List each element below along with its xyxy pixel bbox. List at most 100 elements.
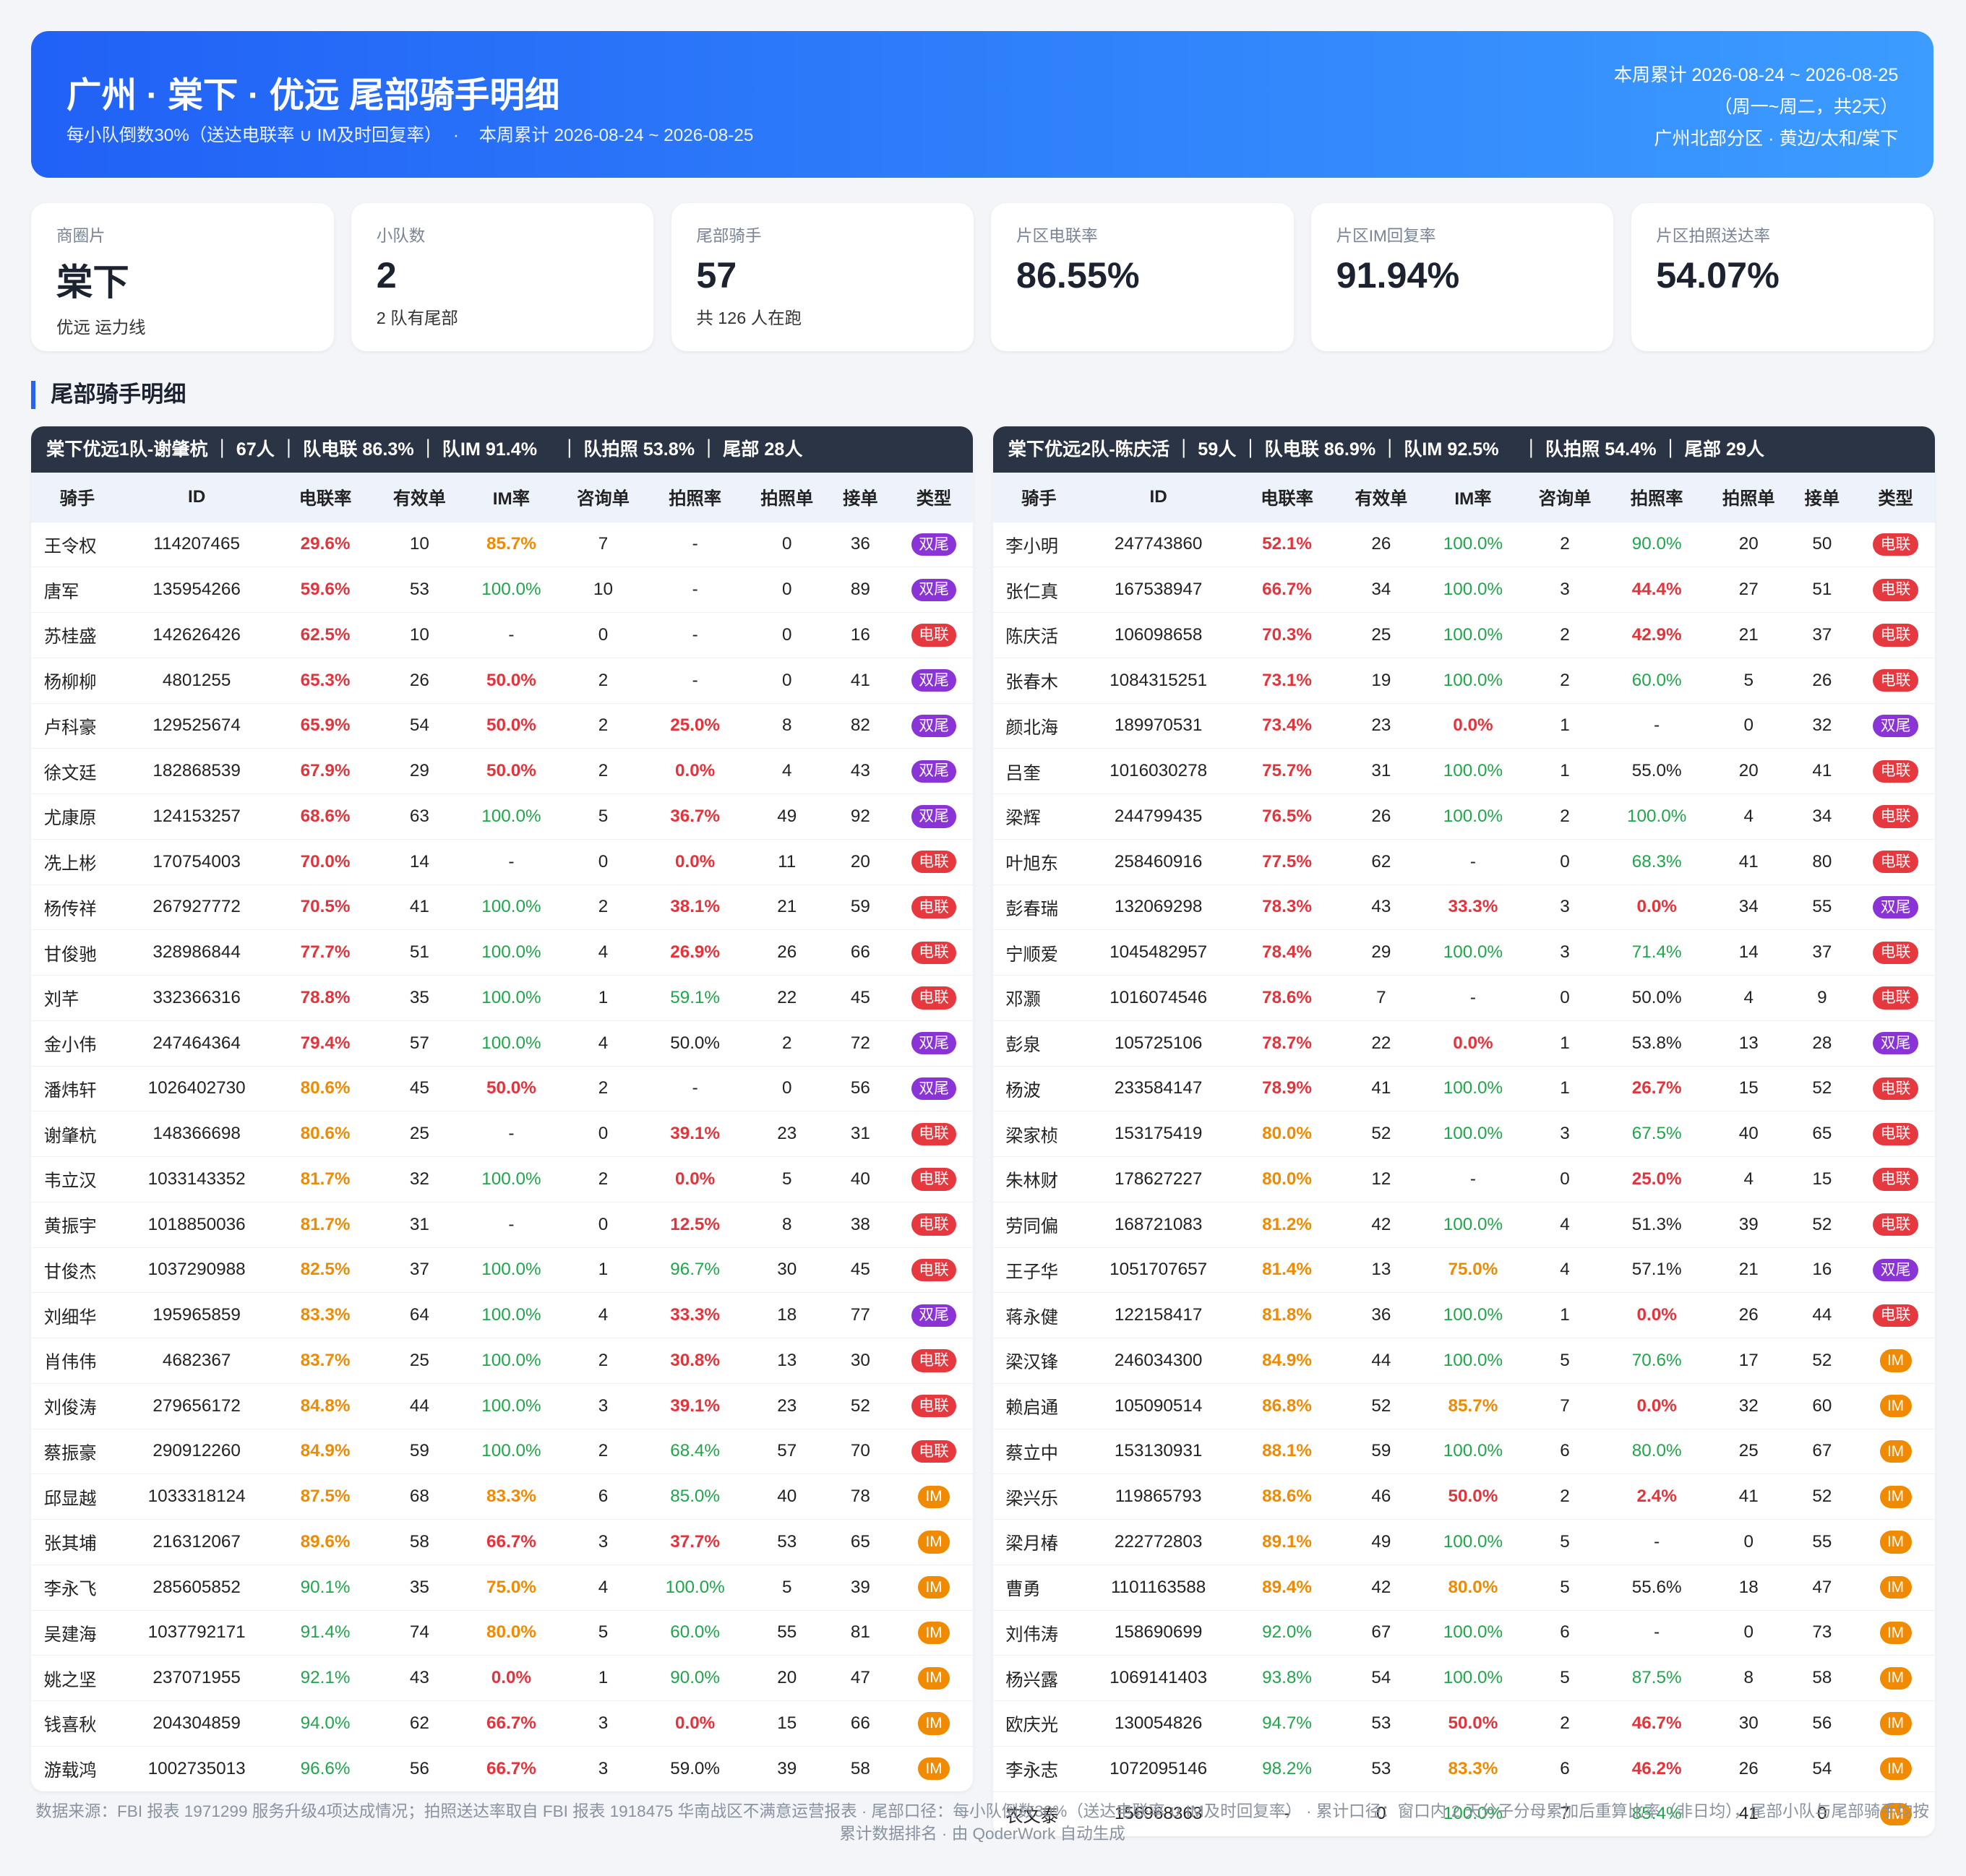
cell: 赖启通 <box>992 1382 1085 1429</box>
type-cell: 电联 <box>895 975 974 1021</box>
cell: 吕奎 <box>992 748 1085 794</box>
cell: - <box>458 1111 565 1157</box>
cell: 90.0% <box>1604 521 1710 567</box>
cell: 38.1% <box>642 884 748 930</box>
type-badge: 双尾 <box>911 714 957 738</box>
cell: 5 <box>564 793 643 840</box>
cell: 63 <box>380 793 459 840</box>
cell: 106098658 <box>1084 612 1232 658</box>
cell: 64 <box>380 1292 459 1338</box>
cell: 43 <box>1342 884 1420 930</box>
kpi-label: 小队数 <box>376 226 426 245</box>
cell: 0 <box>1709 1519 1788 1565</box>
cell: 50.0% <box>458 1065 565 1111</box>
cell: 35 <box>380 975 459 1021</box>
cell: 1002735013 <box>123 1745 270 1791</box>
cell: 52 <box>1342 1382 1420 1429</box>
cell: 57.1% <box>1604 1247 1710 1293</box>
cell: 王令权 <box>31 521 124 567</box>
cell: 54 <box>1342 1655 1420 1701</box>
cell: 5 <box>1526 1655 1605 1701</box>
cell: 100.0% <box>458 1247 565 1293</box>
cell: 32 <box>380 1156 459 1202</box>
type-badge: IM <box>918 1757 950 1781</box>
header-row: 骑手 ID 电联率 有效单 IM率 咨询单 拍照率 拍照单 接单 类型 <box>992 472 1935 522</box>
cell: 129525674 <box>123 702 270 749</box>
subtitle-text: 每小队倒数30%（送达电联率 ∪ IM及时回复率） <box>66 125 434 145</box>
cell: 26 <box>380 657 459 704</box>
rider-row: 蔡振豪 290912260 84.9% 59 100.0% 2 68.4% 57 70 电联 <box>31 1428 974 1474</box>
cell: 李永志 <box>992 1745 1085 1792</box>
type-badge: IM <box>918 1576 950 1599</box>
cell: 2 <box>564 884 643 930</box>
cell: 韦立汉 <box>31 1156 124 1202</box>
type-badge: 电联 <box>911 1258 957 1282</box>
days: （周一~周二，共2天） <box>1714 96 1899 117</box>
cell: 222772803 <box>1084 1519 1232 1565</box>
cell: 13 <box>1709 1020 1788 1067</box>
cell: 100.0% <box>1604 793 1710 840</box>
cell: 20 <box>825 838 896 885</box>
cell: 75.0% <box>458 1564 565 1611</box>
type-cell: 电联 <box>1856 1156 1935 1202</box>
type-cell: IM <box>895 1609 974 1656</box>
kpi-label: 商圈片 <box>56 226 106 245</box>
type-badge: 双尾 <box>911 1032 957 1055</box>
type-badge: IM <box>1879 1485 1912 1508</box>
rider-row: 欧庆光 130054826 94.7% 53 50.0% 2 46.7% 30 56 IM <box>992 1700 1935 1747</box>
kpi-card: 尾部骑手 57 共 126 人在跑 <box>671 203 974 351</box>
type-cell: 电联 <box>895 1201 974 1248</box>
cell: 79.4% <box>270 1020 381 1067</box>
cell: 47 <box>825 1655 896 1701</box>
cell: 2 <box>1526 521 1605 567</box>
cell: 0 <box>564 838 643 885</box>
cell: 98.2% <box>1232 1745 1342 1792</box>
cell: 0.0% <box>642 748 748 794</box>
type-cell: IM <box>1856 1428 1935 1474</box>
cell: 0 <box>1526 1156 1605 1202</box>
cell: 70.3% <box>1232 612 1342 658</box>
type-cell: IM <box>895 1655 974 1701</box>
type-badge: 电联 <box>1873 941 1918 964</box>
cell: 80.0% <box>1232 1156 1342 1202</box>
cell: 农文泰 <box>992 1791 1085 1837</box>
cell: 56 <box>1787 1700 1857 1747</box>
type-cell: IM <box>1856 1655 1935 1701</box>
cell: 332366316 <box>123 975 270 1021</box>
cell: 游载鸿 <box>31 1745 124 1791</box>
cell: 34 <box>1709 884 1788 930</box>
team-header: 棠下优远2队-陈庆活 ｜ 59人 ｜ 队电联 86.9% ｜ 队IM 92.5%… <box>992 426 1935 473</box>
rider-row: 宁顺爱 1045482957 78.4% 29 100.0% 3 71.4% 14 37 电联 <box>992 929 1935 976</box>
type-badge: 双尾 <box>911 805 957 828</box>
type-cell: 电联 <box>1856 1201 1935 1248</box>
cell: 65.9% <box>270 702 381 749</box>
cell: - <box>1420 838 1527 885</box>
cell: 70.5% <box>270 884 381 930</box>
cell: 100.0% <box>458 929 565 976</box>
cell: 153130931 <box>1084 1428 1232 1474</box>
type-cell: 双尾 <box>895 521 974 567</box>
rider-row: 唐军 135954266 59.6% 53 100.0% 10-0 89 双尾 <box>31 567 974 613</box>
type-cell: 双尾 <box>1856 884 1935 930</box>
cell: 100.0% <box>1420 1201 1527 1248</box>
rider-row: 杨传祥 267927772 70.5% 41 100.0% 2 38.1% 21 59 电联 <box>31 884 974 930</box>
cell: 0 <box>747 567 826 613</box>
cell: 5 <box>747 1564 826 1611</box>
cell: 2 <box>1526 612 1605 658</box>
cell: 2 <box>1526 1473 1605 1520</box>
cell: 8 <box>747 702 826 749</box>
cell: 84.9% <box>270 1428 381 1474</box>
cell: 22 <box>1342 1020 1420 1067</box>
cell: 15 <box>1709 1065 1788 1111</box>
cell: 41 <box>380 884 459 930</box>
cell: 216312067 <box>123 1519 270 1565</box>
kpi-value: 86.55% <box>1016 254 1140 296</box>
team-table: 棠下优远2队-陈庆活 ｜ 59人 ｜ 队电联 86.9% ｜ 队IM 92.5%… <box>992 426 1935 1837</box>
cell: 2 <box>564 1065 643 1111</box>
cell: 100.0% <box>1420 1655 1527 1701</box>
cell: 5 <box>1526 1564 1605 1611</box>
cell: 62 <box>1342 838 1420 885</box>
cell: 55 <box>747 1609 826 1656</box>
cell: 5 <box>1526 1519 1605 1565</box>
cell: 6 <box>1526 1609 1605 1656</box>
